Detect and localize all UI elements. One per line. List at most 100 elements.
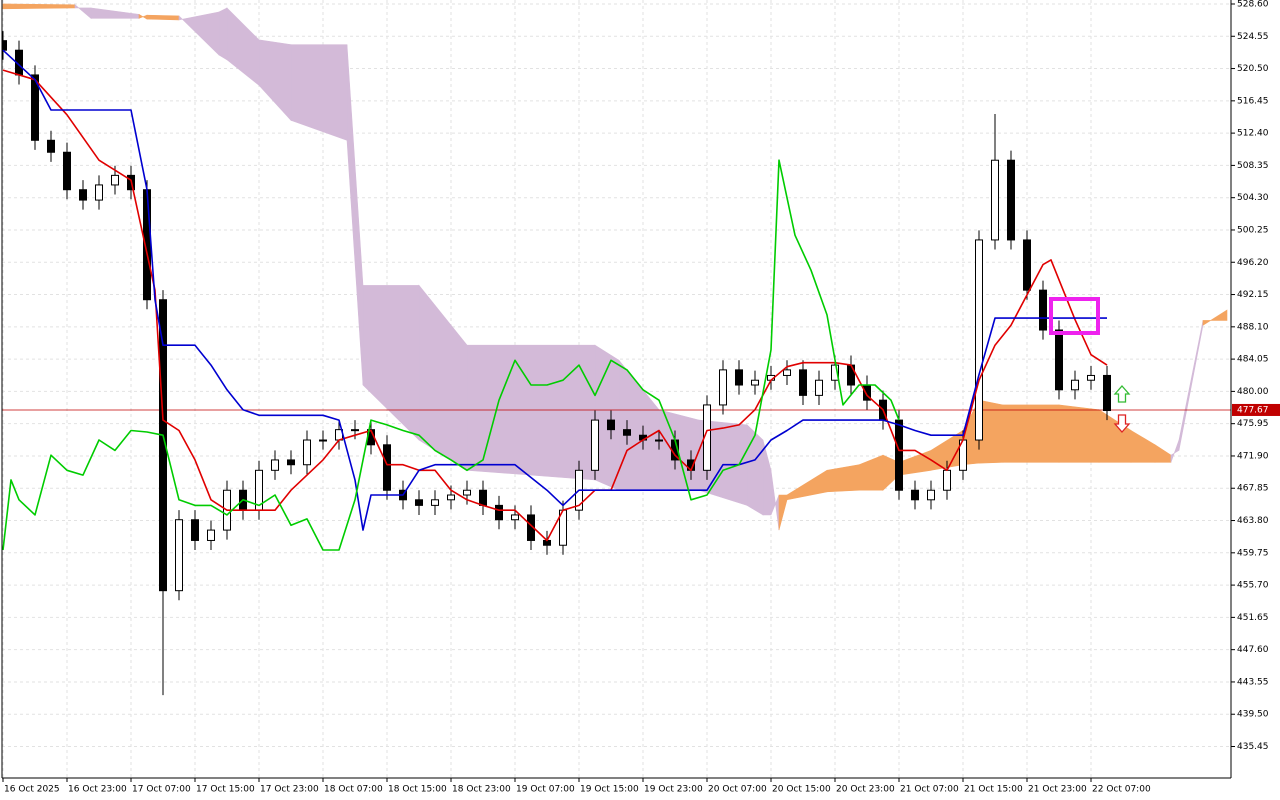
- candle-body: [47, 139, 55, 153]
- candle-body: [719, 369, 727, 406]
- candle-body: [591, 419, 599, 471]
- y-tick-label: 508.35: [1237, 161, 1269, 171]
- x-tick-label: 17 Oct 15:00: [196, 785, 255, 795]
- plot-area: [2, 3, 1231, 696]
- y-tick-label: 504.30: [1237, 193, 1269, 203]
- y-tick-label: 492.15: [1237, 290, 1269, 300]
- cloud-segment: [466, 344, 596, 481]
- x-tick-label: 22 Oct 07:00: [1092, 785, 1151, 795]
- candle-body: [511, 514, 519, 521]
- candle-body: [175, 519, 183, 592]
- x-tick-label: 20 Oct 15:00: [772, 785, 831, 795]
- y-tick-label: 528.60: [1237, 0, 1269, 9]
- candle-body: [991, 159, 999, 241]
- candle-body: [495, 504, 503, 521]
- candle-body: [319, 439, 327, 442]
- y-tick-label: 459.75: [1237, 548, 1269, 558]
- candle-body: [463, 489, 471, 496]
- y-tick-label: 463.80: [1237, 516, 1269, 526]
- candle-body: [735, 369, 743, 386]
- y-tick-label: 467.85: [1237, 484, 1269, 494]
- candle-body: [607, 419, 615, 431]
- candle-body: [751, 379, 759, 386]
- y-tick-label: 443.55: [1237, 677, 1269, 687]
- y-tick-label: 500.25: [1237, 225, 1269, 235]
- candle-body: [783, 369, 791, 376]
- candle-body: [1071, 379, 1079, 391]
- candle-body: [447, 494, 455, 501]
- indicator-line: [2, 49, 1107, 531]
- x-tick-label: 18 Oct 15:00: [388, 785, 447, 795]
- cloud-segment: [1202, 309, 1228, 326]
- candle-body: [431, 499, 439, 506]
- x-tick-label: 18 Oct 23:00: [452, 785, 511, 795]
- candle-body: [799, 369, 807, 396]
- y-tick-label: 516.45: [1237, 96, 1269, 106]
- candle-body: [623, 429, 631, 436]
- cloud-segment: [1058, 404, 1100, 463]
- candle-body: [895, 419, 903, 491]
- x-tick-label: 18 Oct 07:00: [324, 785, 383, 795]
- candle-body: [1103, 374, 1111, 412]
- candle-body: [191, 519, 199, 541]
- y-tick-label: 471.90: [1237, 451, 1269, 461]
- x-tick-label: 21 Oct 07:00: [900, 785, 959, 795]
- candle-body: [271, 459, 279, 471]
- x-tick-label: 21 Oct 15:00: [964, 785, 1023, 795]
- candle-body: [415, 499, 423, 506]
- candle-body: [31, 74, 39, 141]
- y-tick-label: 520.50: [1237, 64, 1269, 74]
- up-arrow: [1113, 385, 1131, 403]
- candle-body: [1055, 329, 1063, 391]
- x-tick-label: 16 Oct 23:00: [68, 785, 127, 795]
- candle-body: [1039, 289, 1047, 331]
- y-tick-label: 496.20: [1237, 258, 1269, 268]
- x-tick-label: 21 Oct 23:00: [1028, 785, 1087, 795]
- candle-body: [207, 529, 215, 541]
- y-tick-label: 447.60: [1237, 645, 1269, 655]
- y-tick-label: 475.95: [1237, 419, 1269, 429]
- x-tick-label: 19 Oct 15:00: [580, 785, 639, 795]
- cloud-segment: [218, 7, 228, 61]
- highlight-box: [1049, 297, 1100, 335]
- candle-body: [975, 239, 983, 441]
- candle-body: [831, 364, 839, 381]
- y-tick-label: 435.45: [1237, 742, 1269, 752]
- y-tick-label: 488.10: [1237, 322, 1269, 332]
- cloud-segment: [2, 3, 76, 10]
- candle-body: [1007, 159, 1015, 241]
- candle-body: [383, 444, 391, 491]
- y-tick-label: 484.05: [1237, 355, 1269, 365]
- candle-body: [479, 489, 487, 506]
- current-price-label: 477.67: [1237, 405, 1269, 415]
- cloud-segment: [1002, 404, 1060, 463]
- cloud-segment: [146, 14, 180, 21]
- candle-body: [111, 174, 119, 186]
- x-tick-label: 20 Oct 23:00: [836, 785, 895, 795]
- candle-body: [63, 151, 71, 191]
- candle-body: [351, 429, 359, 432]
- candle-body: [287, 459, 295, 466]
- x-tick-label: 17 Oct 07:00: [132, 785, 191, 795]
- candle-body: [655, 439, 663, 442]
- candle-body: [79, 189, 87, 201]
- x-tick-label: 19 Oct 07:00: [516, 785, 575, 795]
- candle-body: [159, 299, 167, 592]
- y-tick-label: 455.70: [1237, 581, 1269, 591]
- candle-body: [303, 439, 311, 466]
- candle-body: [815, 379, 823, 396]
- y-tick-label: 512.40: [1237, 129, 1269, 139]
- y-tick-label: 451.65: [1237, 613, 1269, 623]
- x-tick-label: 19 Oct 23:00: [644, 785, 703, 795]
- candle-body: [911, 489, 919, 501]
- y-tick-label: 480.00: [1237, 387, 1269, 397]
- x-tick-label: 16 Oct 2025: [4, 785, 60, 795]
- y-tick-label: 524.55: [1237, 32, 1269, 42]
- candle-body: [95, 184, 103, 201]
- cloud-segment: [746, 424, 764, 516]
- candle-body: [927, 489, 935, 501]
- candle-body: [1023, 239, 1031, 291]
- x-tick-label: 20 Oct 07:00: [708, 785, 767, 795]
